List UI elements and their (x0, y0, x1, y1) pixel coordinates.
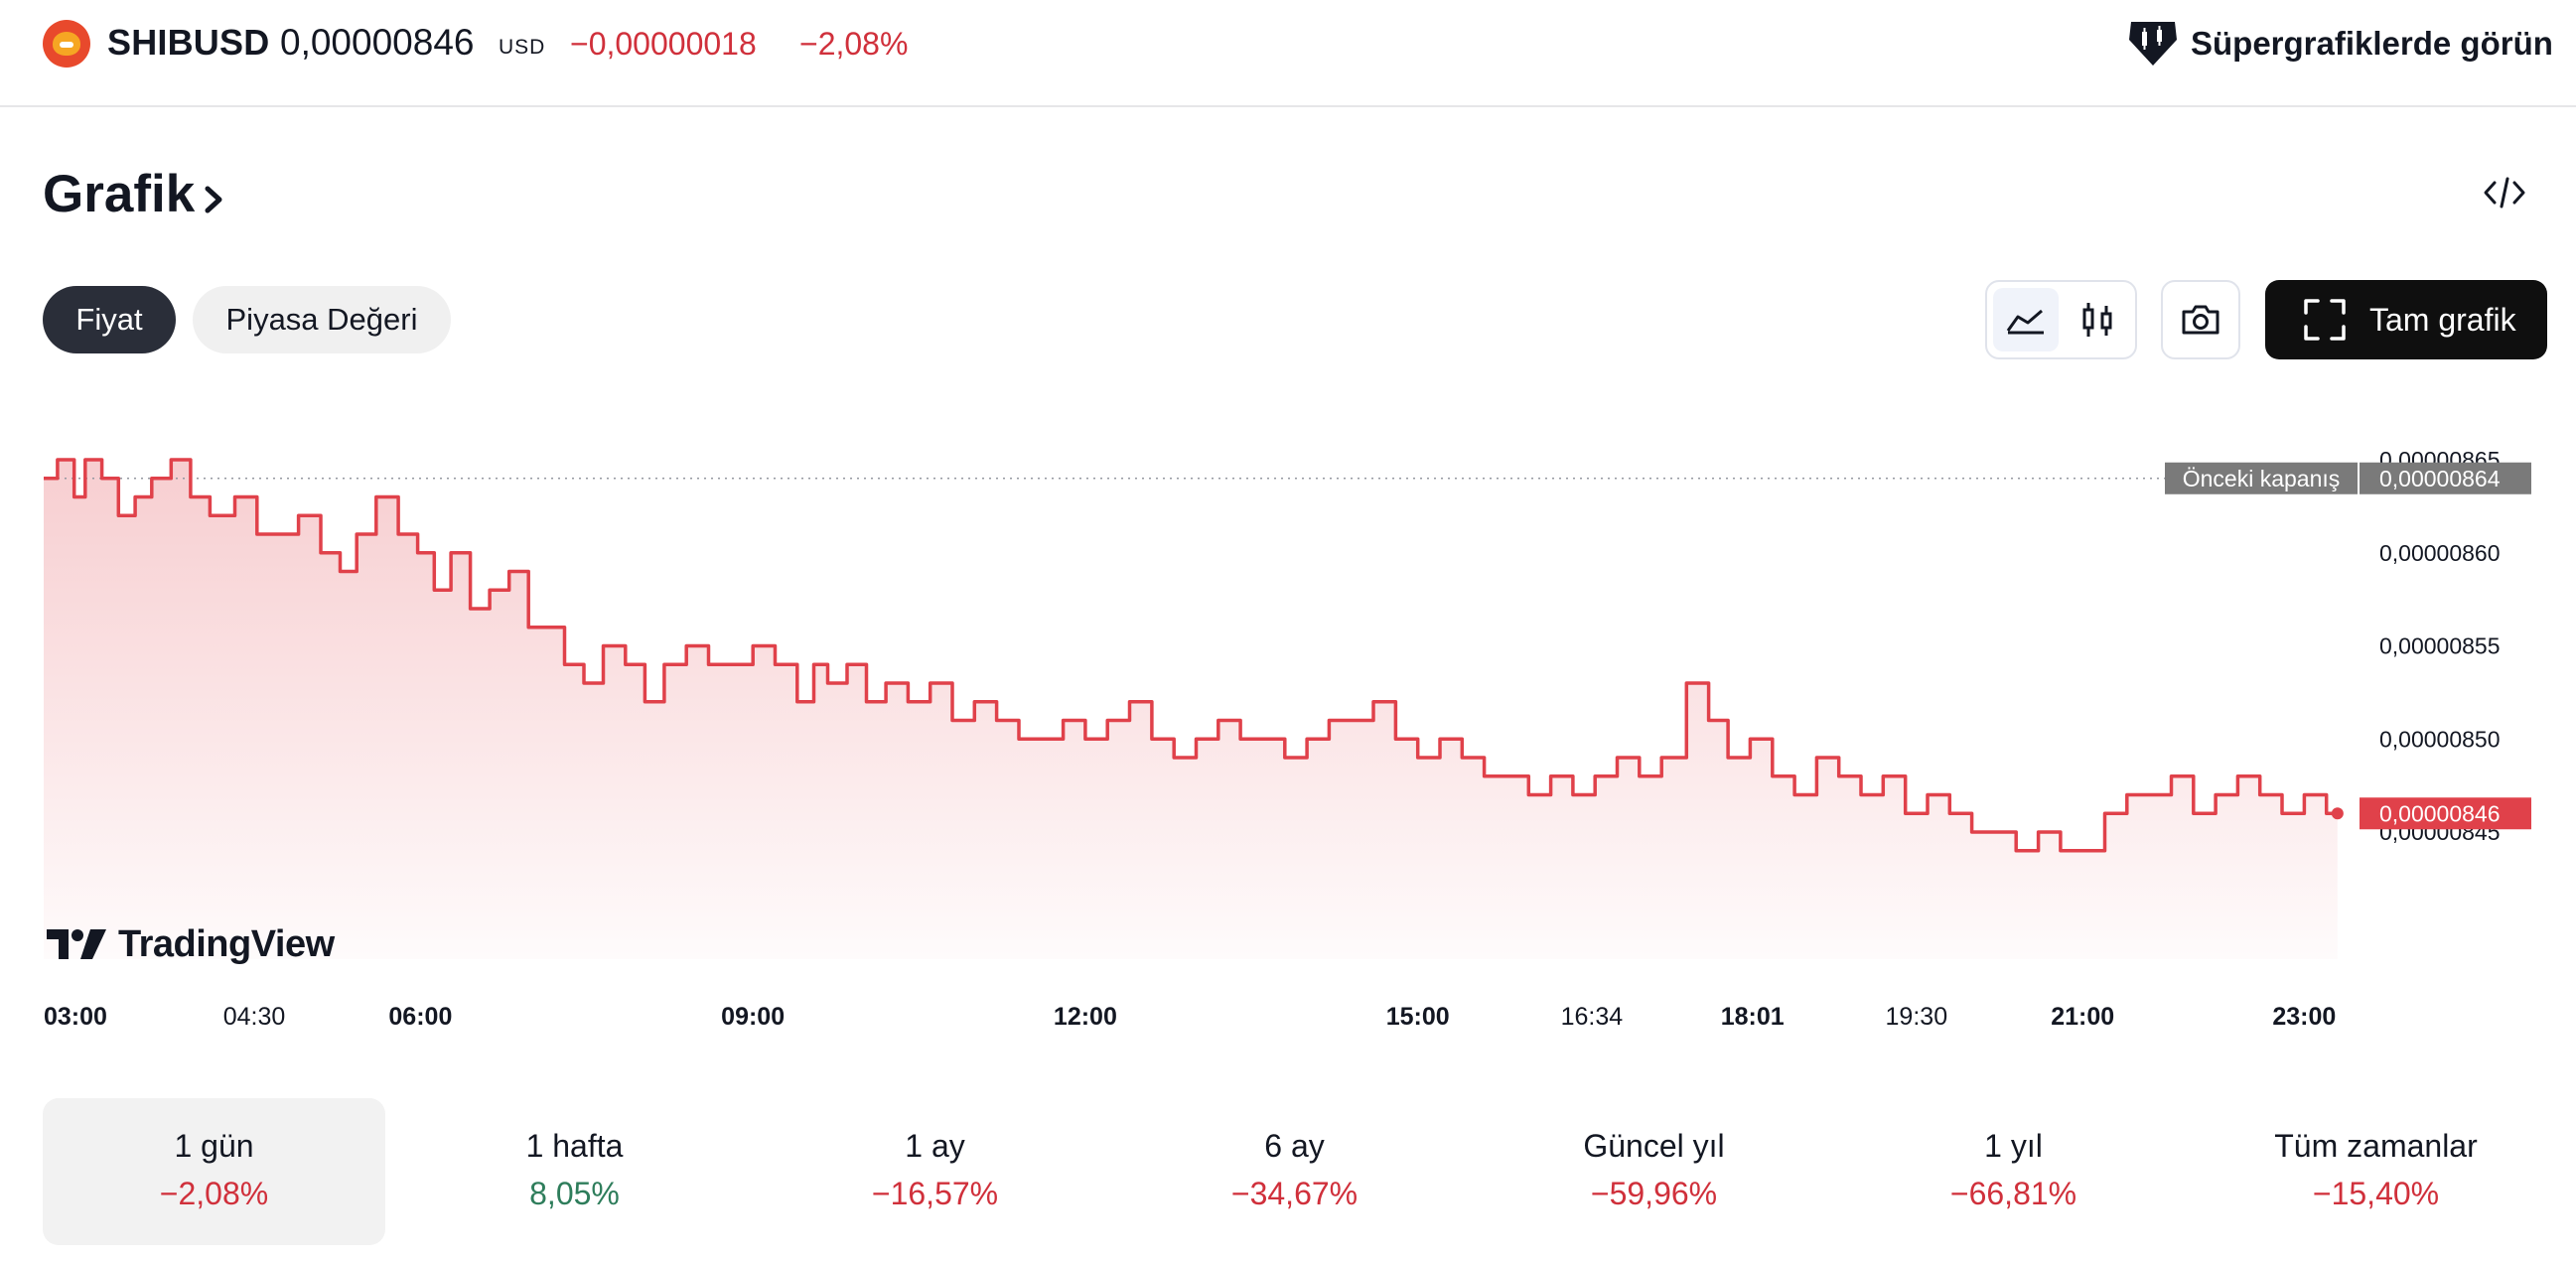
x-tick-label: 16:34 (1561, 1003, 1624, 1031)
period-change: −16,57% (871, 1176, 999, 1211)
current-price: 0,00000846 (280, 22, 475, 63)
chevron-right-icon (205, 186, 222, 212)
tradingview-logo[interactable]: TradingView (45, 919, 335, 969)
open-in-supercharts-link[interactable]: Süpergrafiklerde görün (2125, 18, 2553, 70)
price-change-absolute: −0,00000018 (570, 26, 757, 62)
period-label: Tüm zamanlar (2274, 1128, 2478, 1164)
period-change: −59,96% (1590, 1176, 1718, 1211)
y-tick-label: 0,00000850 (2379, 726, 2501, 752)
last-price-value: 0,00000846 (2379, 800, 2501, 826)
supercharts-icon (2129, 22, 2177, 66)
symbol-header: SHIBUSD 0,00000846 USD −0,00000018 −2,08… (0, 0, 2576, 107)
candlestick-chart-button[interactable] (2065, 288, 2130, 351)
section-title-text: Grafik (43, 165, 196, 223)
previous-close-value-badge (2360, 462, 2531, 494)
last-price-marker (2331, 807, 2344, 820)
period-selector: 1 gün −2,08% 1 hafta 8,05% 1 ay −16,57% … (43, 1098, 2547, 1245)
embed-code-icon[interactable] (2483, 173, 2526, 212)
period-label: Güncel yıl (1583, 1128, 1725, 1164)
period-all-time[interactable]: Tüm zamanlar −15,40% (2205, 1098, 2547, 1245)
y-tick-label: 0,00000860 (2379, 540, 2501, 566)
price-change-percent: −2,08% (799, 26, 909, 62)
period-label: 1 yıl (1984, 1128, 2043, 1164)
camera-icon (2182, 305, 2219, 335)
period-label: 1 ay (905, 1128, 965, 1164)
tradingview-wordmark: TradingView (118, 922, 335, 965)
tab-market-cap[interactable]: Piyasa Değeri (193, 286, 451, 353)
fullscreen-icon (2304, 299, 2346, 341)
x-tick-label: 21:00 (2051, 1003, 2114, 1031)
x-tick-label: 23:00 (2272, 1003, 2336, 1031)
symbol-name: SHIBUSD (107, 22, 270, 63)
period-1-month[interactable]: 1 ay −16,57% (764, 1098, 1106, 1245)
tradingview-mark-icon (47, 929, 106, 959)
chart-type-toggle (1985, 280, 2137, 359)
x-tick-label: 03:00 (44, 1003, 107, 1031)
period-change: −34,67% (1230, 1176, 1359, 1211)
full-chart-label: Tam grafik (2369, 301, 2516, 338)
previous-close-value: 0,00000864 (2379, 466, 2501, 491)
period-1-year[interactable]: 1 yıl −66,81% (1842, 1098, 2185, 1245)
x-tick-label: 12:00 (1054, 1003, 1117, 1031)
supercharts-label: Süpergrafiklerde görün (2191, 25, 2553, 62)
period-change: −2,08% (159, 1176, 269, 1211)
previous-close-badge (2165, 462, 2358, 494)
x-tick-label: 06:00 (388, 1003, 452, 1031)
full-chart-button[interactable]: Tam grafik (2265, 280, 2547, 359)
period-year-to-date[interactable]: Güncel yıl −59,96% (1483, 1098, 1825, 1245)
x-tick-label: 18:01 (1721, 1003, 1785, 1031)
candlestick-icon (2082, 303, 2112, 337)
x-tick-label: 09:00 (721, 1003, 785, 1031)
currency-label: USD (499, 36, 546, 59)
period-1-week[interactable]: 1 hafta 8,05% (403, 1098, 746, 1245)
price-line (44, 458, 2338, 853)
shiba-coin-icon (43, 20, 90, 68)
x-tick-label: 04:30 (223, 1003, 286, 1031)
area-chart-icon (2006, 309, 2044, 335)
period-change: −66,81% (1949, 1176, 2077, 1211)
previous-close-label: Önceki kapanış (2183, 466, 2341, 491)
screenshot-button[interactable] (2161, 280, 2240, 359)
x-tick-label: 19:30 (1886, 1003, 1948, 1031)
tab-price[interactable]: Fiyat (43, 286, 176, 353)
price-chart[interactable]: 0,000008650,000008600,000008550,00000850… (0, 387, 2576, 1043)
area-chart-button[interactable] (1993, 288, 2059, 351)
price-area-fill (44, 460, 2338, 959)
x-tick-label: 15:00 (1386, 1003, 1450, 1031)
period-label: 6 ay (1264, 1128, 1325, 1164)
last-price-badge (2360, 797, 2531, 830)
period-1-day[interactable]: 1 gün −2,08% (43, 1098, 385, 1245)
period-change: −15,40% (2312, 1176, 2440, 1211)
period-6-months[interactable]: 6 ay −34,67% (1123, 1098, 1466, 1245)
period-label: 1 gün (174, 1128, 254, 1164)
y-tick-label: 0,00000855 (2379, 633, 2501, 659)
chart-section-title[interactable]: Grafik (43, 164, 226, 224)
period-change: 8,05% (529, 1176, 620, 1211)
period-label: 1 hafta (525, 1128, 624, 1164)
